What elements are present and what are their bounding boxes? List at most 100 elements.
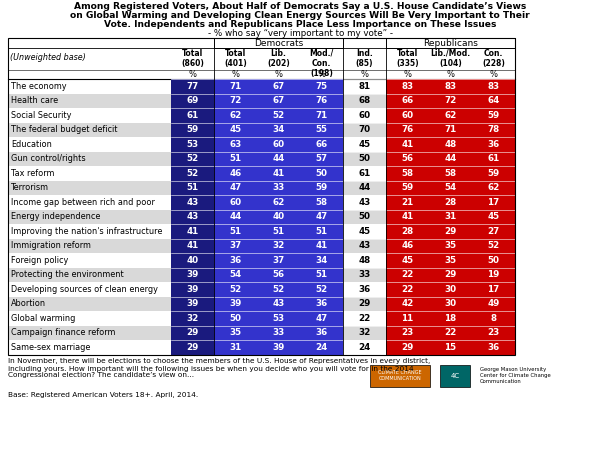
Bar (429, 123, 472, 137)
Text: 36: 36 (229, 256, 242, 265)
Text: 59: 59 (316, 183, 328, 192)
Bar (386, 253, 429, 267)
Bar (257, 282, 300, 296)
Text: 52: 52 (487, 241, 500, 250)
Bar (343, 93, 386, 108)
Text: 51: 51 (272, 227, 284, 236)
Bar (257, 239, 300, 253)
Bar (214, 166, 257, 180)
Bar (8, 224, 171, 239)
Text: 32: 32 (272, 241, 284, 250)
Text: Abortion: Abortion (11, 299, 46, 308)
Bar (300, 282, 343, 296)
Bar (171, 79, 214, 93)
Text: 33: 33 (272, 183, 284, 192)
Bar (429, 267, 472, 282)
Bar (472, 180, 515, 195)
Bar (257, 267, 300, 282)
Bar (300, 108, 343, 123)
Text: 33: 33 (272, 328, 284, 337)
Text: 34: 34 (272, 125, 284, 134)
Text: Terrorism: Terrorism (11, 183, 49, 192)
Text: 51: 51 (316, 270, 328, 279)
Text: 53: 53 (187, 140, 199, 149)
Text: 29: 29 (445, 227, 457, 236)
Text: 63: 63 (229, 140, 242, 149)
Text: 29: 29 (187, 328, 199, 337)
Text: 36: 36 (316, 299, 328, 308)
Text: 49: 49 (487, 299, 500, 308)
Bar (429, 93, 472, 108)
Text: 30: 30 (445, 285, 457, 294)
Bar (472, 340, 515, 354)
Bar (8, 210, 171, 224)
Text: 32: 32 (187, 314, 199, 323)
Bar (300, 253, 343, 267)
Text: 52: 52 (272, 285, 284, 294)
Text: 71: 71 (445, 125, 457, 134)
Bar (8, 296, 171, 311)
Bar (300, 93, 343, 108)
Text: 67: 67 (272, 82, 284, 91)
Bar (214, 210, 257, 224)
Text: Foreign policy: Foreign policy (11, 256, 68, 265)
Bar (214, 311, 257, 326)
Bar (171, 224, 214, 239)
Text: Social Security: Social Security (11, 111, 71, 120)
Text: 43: 43 (187, 212, 199, 221)
Bar (257, 195, 300, 210)
Text: 43: 43 (187, 198, 199, 207)
Bar (472, 166, 515, 180)
Bar (214, 137, 257, 152)
Text: 33: 33 (358, 270, 371, 279)
Text: Tax reform: Tax reform (11, 169, 55, 178)
Text: %: % (317, 70, 325, 79)
Bar (472, 93, 515, 108)
Bar (8, 326, 171, 340)
Bar (386, 93, 429, 108)
Bar (171, 195, 214, 210)
Bar (214, 195, 257, 210)
Text: Republicans: Republicans (423, 38, 478, 47)
Text: 21: 21 (401, 198, 413, 207)
Bar (8, 93, 171, 108)
Text: 52: 52 (229, 285, 242, 294)
Text: 56: 56 (272, 270, 284, 279)
Bar (257, 296, 300, 311)
Text: Total
(335): Total (335) (396, 49, 419, 68)
Bar (8, 253, 171, 267)
Text: 60: 60 (401, 111, 413, 120)
Text: 29: 29 (445, 270, 457, 279)
Text: 78: 78 (487, 125, 500, 134)
Bar (343, 311, 386, 326)
Text: 52: 52 (187, 154, 199, 163)
Text: Among Registered Voters, About Half of Democrats Say a U.S. House Candidate’s Vi: Among Registered Voters, About Half of D… (74, 2, 526, 11)
Text: 44: 44 (272, 154, 284, 163)
Bar (8, 166, 171, 180)
Bar (386, 340, 429, 354)
Bar (171, 282, 214, 296)
Text: 22: 22 (401, 270, 413, 279)
Text: 37: 37 (272, 256, 284, 265)
Text: 83: 83 (487, 82, 500, 91)
Bar (386, 123, 429, 137)
Bar (214, 253, 257, 267)
Bar (429, 152, 472, 166)
Text: 61: 61 (358, 169, 371, 178)
Text: 66: 66 (401, 96, 413, 105)
Bar (214, 93, 257, 108)
Text: CLIMATE CHANGE
COMMUNICATION: CLIMATE CHANGE COMMUNICATION (378, 370, 422, 381)
Text: 42: 42 (401, 299, 413, 308)
Text: 47: 47 (316, 314, 328, 323)
Text: %: % (490, 70, 497, 79)
Bar (300, 224, 343, 239)
Text: on Global Warming and Developing Clean Energy Sources Will Be Very Important to : on Global Warming and Developing Clean E… (70, 11, 530, 20)
Text: 43: 43 (358, 198, 371, 207)
Bar (429, 239, 472, 253)
Bar (429, 137, 472, 152)
Text: 59: 59 (187, 125, 199, 134)
Bar (214, 296, 257, 311)
Bar (429, 311, 472, 326)
Text: 22: 22 (445, 328, 457, 337)
Text: 46: 46 (229, 169, 242, 178)
